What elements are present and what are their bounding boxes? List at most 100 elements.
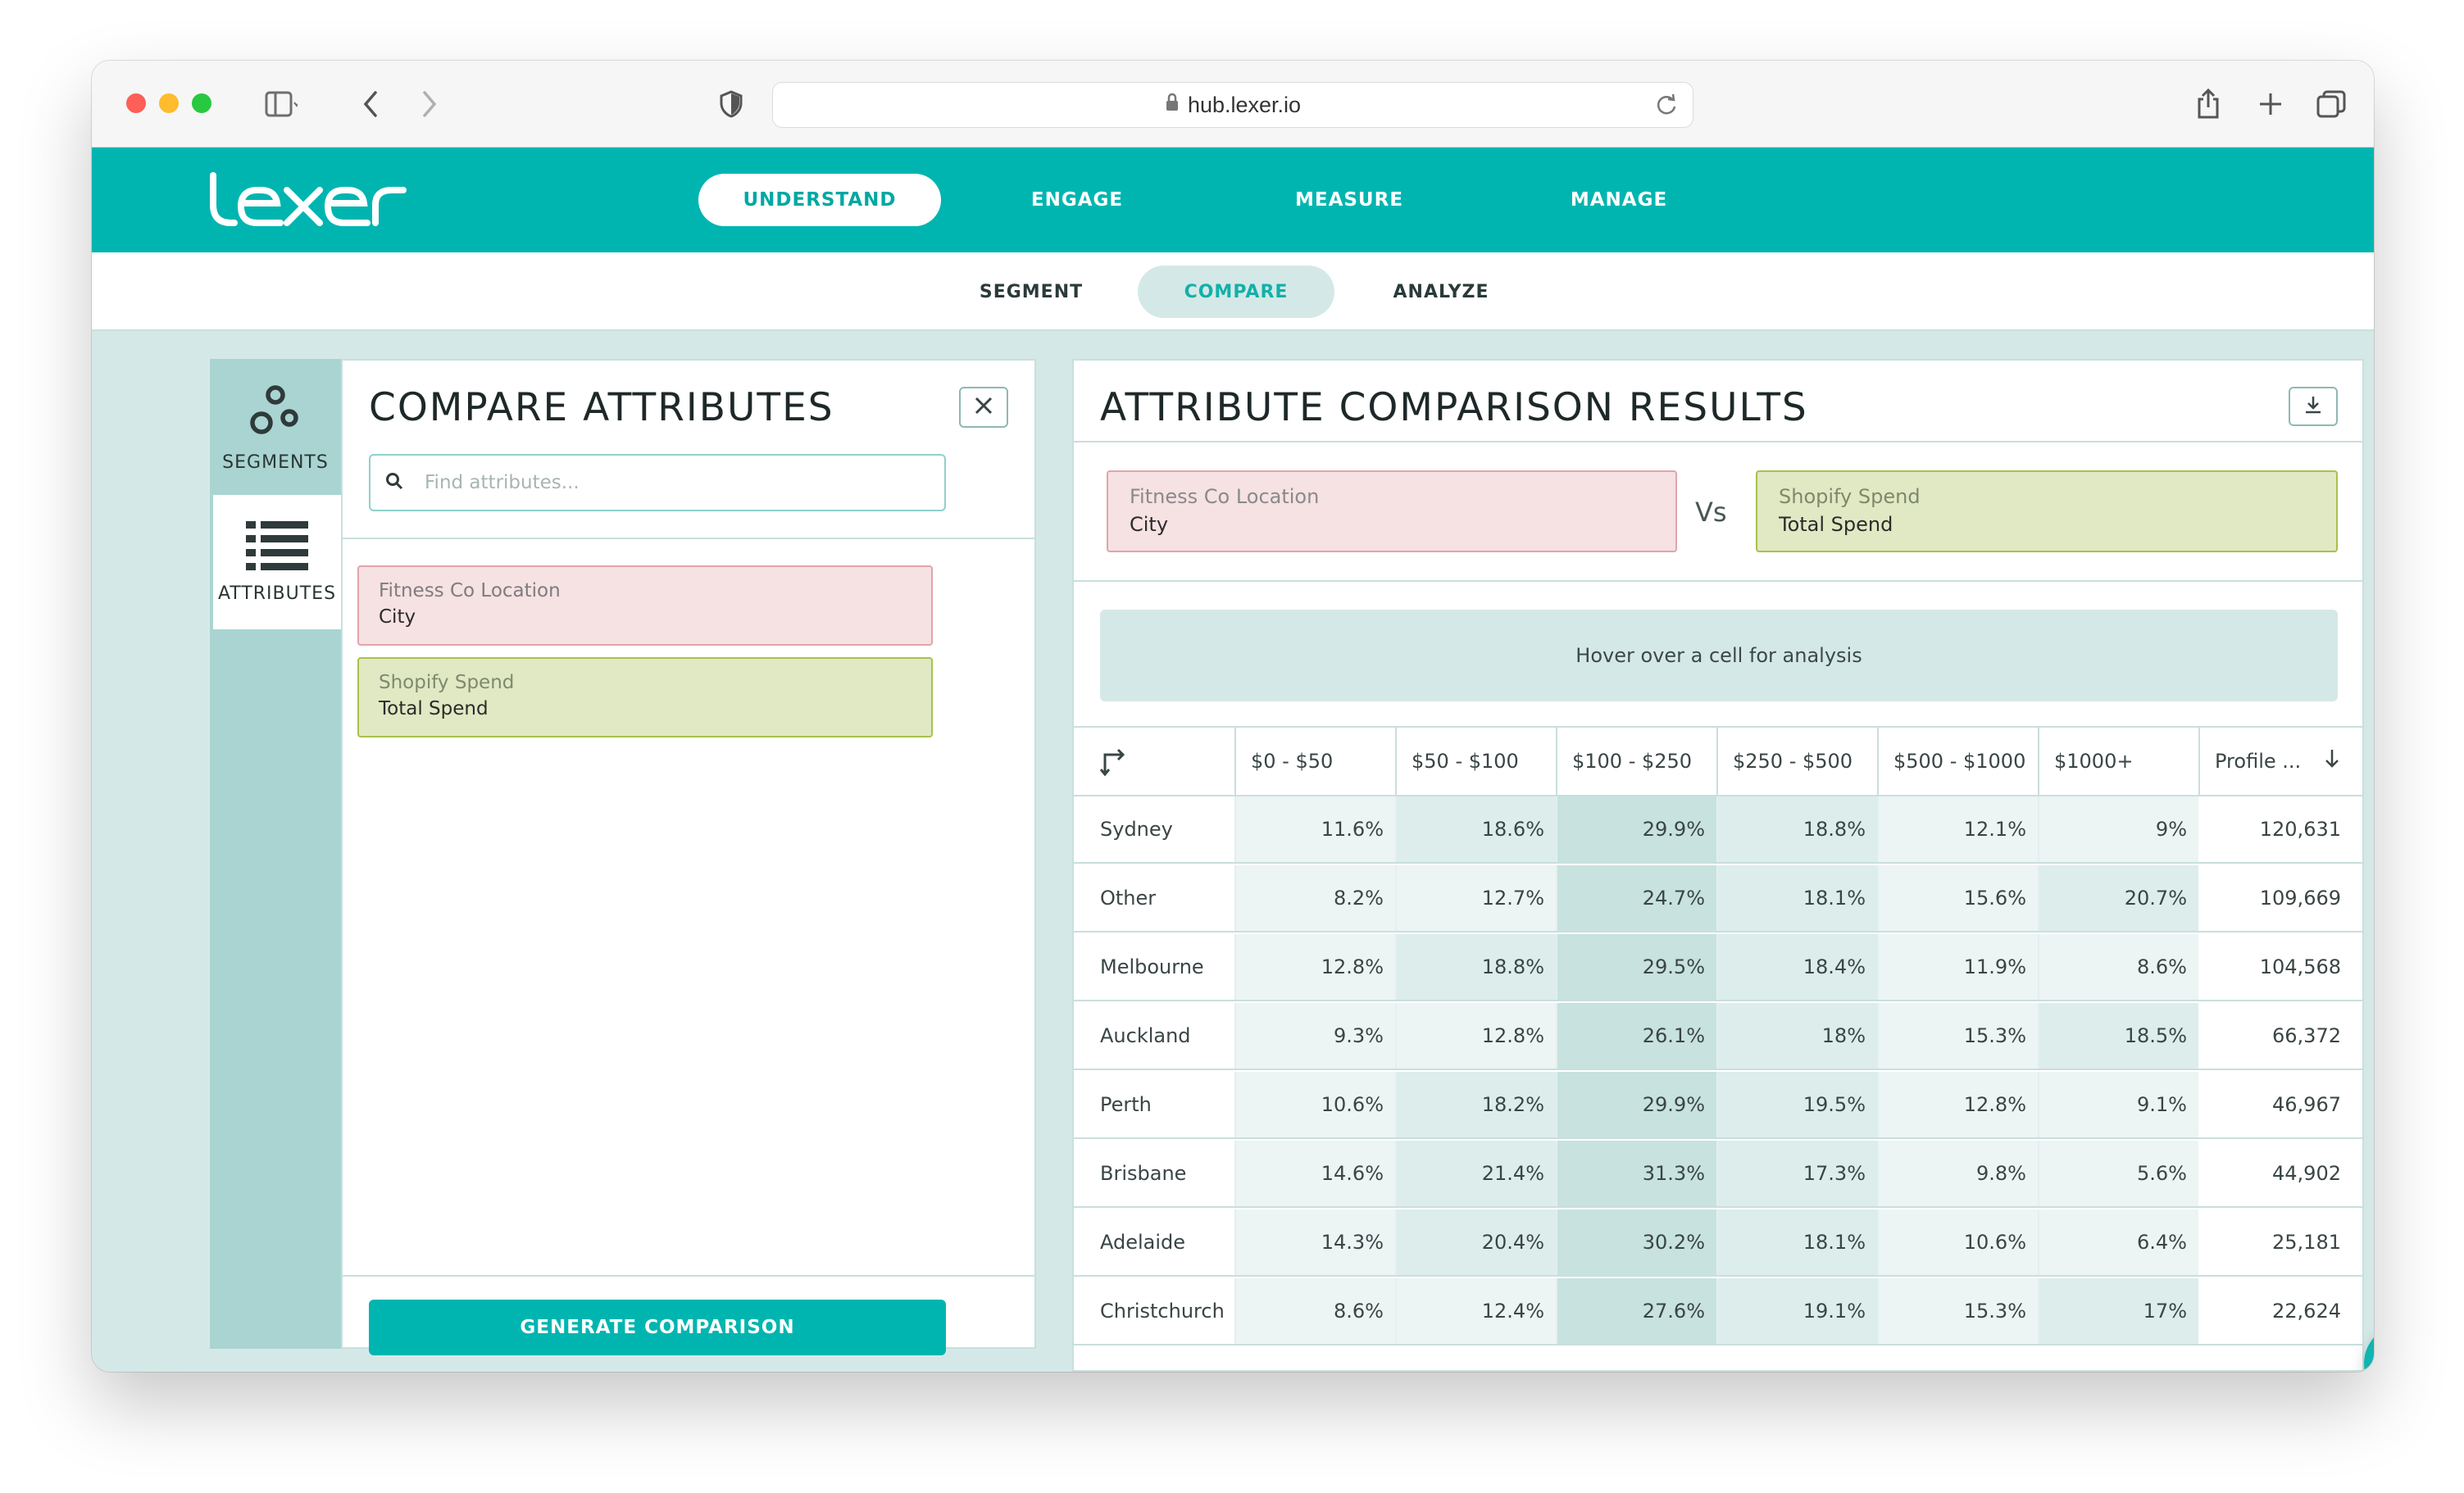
- profile-count: 22,624: [2272, 1300, 2341, 1323]
- table-cell[interactable]: 15.3%: [1877, 1278, 2038, 1344]
- table-cell[interactable]: 18.6%: [1395, 796, 1556, 862]
- privacy-shield-icon[interactable]: [715, 84, 748, 125]
- table-cell[interactable]: 11.6%: [1234, 796, 1395, 862]
- swap-axes-icon[interactable]: [1098, 728, 1230, 795]
- table-cell[interactable]: 18.8%: [1395, 934, 1556, 1000]
- table-cell[interactable]: 15.3%: [1877, 1003, 2038, 1069]
- table-cell[interactable]: 12.8%: [1234, 934, 1395, 1000]
- column-header[interactable]: $50 - $100: [1395, 728, 1556, 795]
- table-cell[interactable]: 17.3%: [1716, 1141, 1877, 1206]
- subnav-analyze[interactable]: ANALYZE: [1393, 281, 1489, 302]
- zoom-window-button[interactable]: [192, 93, 211, 113]
- table-cell[interactable]: 24.7%: [1556, 865, 1716, 931]
- table-cell[interactable]: 5.6%: [2038, 1141, 2198, 1206]
- table-cell[interactable]: 20.4%: [1395, 1209, 1556, 1275]
- table-row: Melbourne 12.8% 18.8% 29.5% 18.4% 11.9% 8.6% 10…: [1074, 934, 2362, 1001]
- table-cell[interactable]: 30.2%: [1556, 1209, 1716, 1275]
- table-cell[interactable]: 8.6%: [1234, 1278, 1395, 1344]
- table-cell[interactable]: 20.7%: [2038, 865, 2198, 931]
- table-cell[interactable]: 29.9%: [1556, 1072, 1716, 1137]
- table-row: Adelaide 14.3% 20.4% 30.2% 18.1% 10.6% 6.4% 25,…: [1074, 1209, 2362, 1277]
- chat-launcher-button[interactable]: [2364, 1324, 2374, 1372]
- table-cell[interactable]: 18.2%: [1395, 1072, 1556, 1137]
- table-cell[interactable]: 12.7%: [1395, 865, 1556, 931]
- table-cell[interactable]: 18.4%: [1716, 934, 1877, 1000]
- table-cell[interactable]: 12.4%: [1395, 1278, 1556, 1344]
- table-cell[interactable]: 8.6%: [2038, 934, 2198, 1000]
- table-row: Other 8.2% 12.7% 24.7% 18.1% 15.6% 20.7% 109,66…: [1074, 865, 2362, 933]
- sort-desc-icon[interactable]: [2324, 748, 2340, 774]
- column-header[interactable]: $250 - $500: [1716, 728, 1877, 795]
- table-cell[interactable]: 26.1%: [1556, 1003, 1716, 1069]
- table-cell[interactable]: 31.3%: [1556, 1141, 1716, 1206]
- profile-count: 46,967: [2272, 1093, 2341, 1116]
- nav-manage[interactable]: MANAGE: [1570, 189, 1668, 211]
- column-header[interactable]: $1000+: [2038, 728, 2198, 795]
- minimize-window-button[interactable]: [159, 93, 179, 113]
- download-icon: [2303, 395, 2323, 418]
- table-cell[interactable]: 9%: [2038, 796, 2198, 862]
- address-bar[interactable]: hub.lexer.io: [772, 82, 1693, 128]
- table-cell[interactable]: 14.6%: [1234, 1141, 1395, 1206]
- generate-comparison-button[interactable]: GENERATE COMPARISON: [369, 1300, 946, 1355]
- attribute-group: Shopify Spend: [379, 672, 515, 693]
- table-cell[interactable]: 6.4%: [2038, 1209, 2198, 1275]
- table-cell[interactable]: 14.3%: [1234, 1209, 1395, 1275]
- table-cell[interactable]: 10.6%: [1877, 1209, 2038, 1275]
- rail-attributes[interactable]: ATTRIBUTES: [210, 495, 341, 629]
- sidebar-toggle-icon[interactable]: [252, 84, 310, 125]
- table-cell[interactable]: 18.1%: [1716, 865, 1877, 931]
- table-cell[interactable]: 18.8%: [1716, 796, 1877, 862]
- attribute-search[interactable]: [369, 454, 946, 511]
- table-cell[interactable]: 17%: [2038, 1278, 2198, 1344]
- new-tab-icon[interactable]: [2253, 84, 2289, 125]
- table-cell[interactable]: 21.4%: [1395, 1141, 1556, 1206]
- forward-icon[interactable]: [413, 84, 446, 125]
- table-cell[interactable]: 19.5%: [1716, 1072, 1877, 1137]
- table-cell[interactable]: 18%: [1716, 1003, 1877, 1069]
- nav-measure[interactable]: MEASURE: [1294, 189, 1404, 211]
- nav-understand[interactable]: UNDERSTAND: [698, 174, 941, 226]
- table-cell[interactable]: 9.3%: [1234, 1003, 1395, 1069]
- selected-attribute-card[interactable]: Fitness Co Location City: [357, 565, 933, 646]
- column-header-profiles[interactable]: Profile ...: [2198, 728, 2362, 795]
- selected-attribute-card[interactable]: Shopify Spend Total Spend: [357, 657, 933, 737]
- attribute-search-input[interactable]: [425, 472, 916, 493]
- subnav-segment[interactable]: SEGMENT: [979, 281, 1084, 302]
- tab-overview-icon[interactable]: [2313, 84, 2349, 125]
- table-cell[interactable]: 18.1%: [1716, 1209, 1877, 1275]
- column-header[interactable]: $500 - $1000: [1877, 728, 2038, 795]
- table-cell[interactable]: 12.8%: [1877, 1072, 2038, 1137]
- table-cell[interactable]: 12.8%: [1395, 1003, 1556, 1069]
- column-header[interactable]: $0 - $50: [1234, 728, 1395, 795]
- table-cell[interactable]: 10.6%: [1234, 1072, 1395, 1137]
- nav-engage[interactable]: ENGAGE: [1030, 189, 1124, 211]
- table-cell[interactable]: 29.9%: [1556, 796, 1716, 862]
- table-cell[interactable]: 15.6%: [1877, 865, 2038, 931]
- share-icon[interactable]: [2190, 84, 2226, 125]
- table-cell[interactable]: 9.1%: [2038, 1072, 2198, 1137]
- download-button[interactable]: [2289, 387, 2338, 426]
- back-icon[interactable]: [354, 84, 387, 125]
- table-cell[interactable]: 12.1%: [1877, 796, 2038, 862]
- column-header[interactable]: $100 - $250: [1556, 728, 1716, 795]
- table-cell[interactable]: 18.5%: [2038, 1003, 2198, 1069]
- url-text: hub.lexer.io: [1187, 92, 1302, 117]
- table-cell[interactable]: 19.1%: [1716, 1278, 1877, 1344]
- left-attribute-card: Fitness Co Location City: [1107, 470, 1677, 552]
- table-cell[interactable]: 8.2%: [1234, 865, 1395, 931]
- table-cell[interactable]: 29.5%: [1556, 934, 1716, 1000]
- row-city-label: Other: [1100, 887, 1157, 910]
- row-city-label: Melbourne: [1100, 955, 1204, 978]
- profile-count: 25,181: [2272, 1231, 2341, 1254]
- subnav-compare[interactable]: COMPARE: [1138, 265, 1334, 318]
- column-header-label: $250 - $500: [1733, 750, 1853, 773]
- table-cell[interactable]: 27.6%: [1556, 1278, 1716, 1344]
- table-cell[interactable]: 11.9%: [1877, 934, 2038, 1000]
- table-cell[interactable]: 9.8%: [1877, 1141, 2038, 1206]
- rail-segments[interactable]: SEGMENTS: [210, 359, 341, 495]
- reload-icon[interactable]: [1655, 93, 1678, 123]
- close-window-button[interactable]: [126, 93, 146, 113]
- close-panel-button[interactable]: [959, 387, 1008, 428]
- lexer-logo[interactable]: [207, 172, 436, 233]
